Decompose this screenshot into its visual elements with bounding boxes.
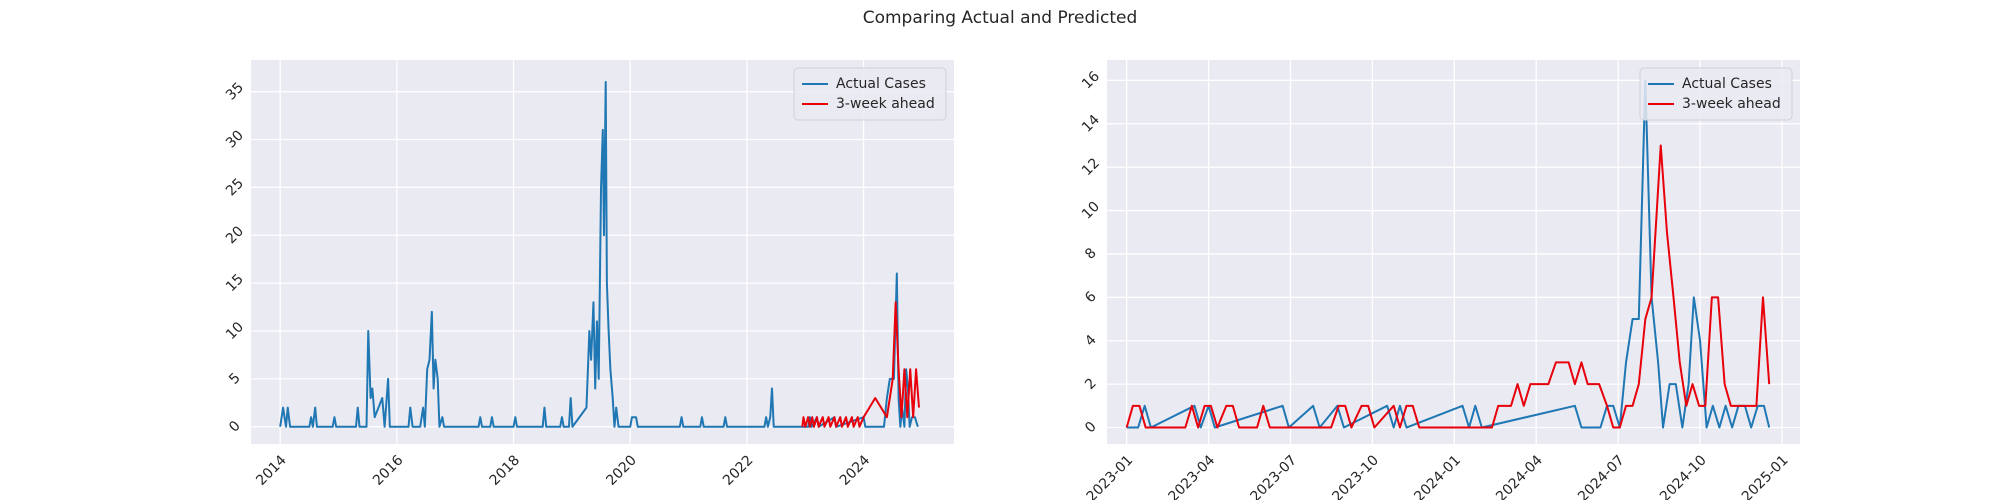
y-tick-label: 5 (226, 370, 244, 388)
y-tick-label: 35 (223, 80, 247, 104)
x-tick-label: 2018 (487, 452, 524, 489)
legend: Actual Cases 3-week ahead (1639, 67, 1793, 121)
legend-label: 3-week ahead (1682, 96, 1781, 112)
legend-label: 3-week ahead (836, 96, 935, 112)
x-tick-label: 2016 (370, 452, 407, 489)
y-tick-label: 10 (1079, 199, 1103, 223)
y-tick-label: 0 (1082, 419, 1100, 437)
y-tick-label: 15 (223, 271, 247, 295)
y-tick-label: 2 (1082, 375, 1100, 393)
figure-title: Comparing Actual and Predicted (863, 8, 1138, 28)
x-tick-label: 2023-01 (1084, 452, 1137, 500)
y-tick-label: 14 (1079, 112, 1103, 136)
y-tick-label: 0 (226, 418, 244, 436)
y-tick-label: 10 (223, 319, 247, 343)
legend-box (793, 67, 947, 121)
line (1126, 79, 1771, 429)
x-tick-label: 2024-01 (1411, 452, 1464, 500)
y-tick-label: 4 (1082, 332, 1100, 350)
legend-box (1639, 67, 1793, 121)
x-tick-label: 2024-07 (1575, 452, 1628, 500)
y-tick-label: 12 (1079, 155, 1103, 179)
x-tick-label: 2025-01 (1739, 452, 1792, 500)
legend: Actual Cases 3-week ahead (793, 67, 947, 121)
x-tick-label: 2024-04 (1493, 452, 1546, 500)
x-tick-label: 2022 (720, 452, 757, 489)
y-tick-label: 16 (1079, 68, 1103, 92)
legend-label: Actual Cases (1682, 76, 1772, 92)
x-tick-label: 2020 (603, 452, 640, 489)
y-tick-label: 25 (223, 175, 247, 199)
legend-label: Actual Cases (836, 76, 926, 92)
x-tick-label: 2024 (837, 452, 874, 489)
x-tick-label: 2024-10 (1657, 452, 1710, 500)
y-tick-label: 6 (1082, 288, 1100, 306)
x-tick-label: 2023-07 (1247, 452, 1300, 500)
x-tick-label: 2023-10 (1329, 452, 1382, 500)
line (1125, 144, 1771, 429)
y-tick-label: 30 (223, 128, 247, 152)
line (801, 301, 920, 428)
x-tick-label: 2014 (253, 452, 290, 489)
y-tick-label: 20 (223, 223, 247, 247)
y-tick-label: 8 (1082, 245, 1100, 263)
x-tick-label: 2023-04 (1166, 452, 1219, 500)
